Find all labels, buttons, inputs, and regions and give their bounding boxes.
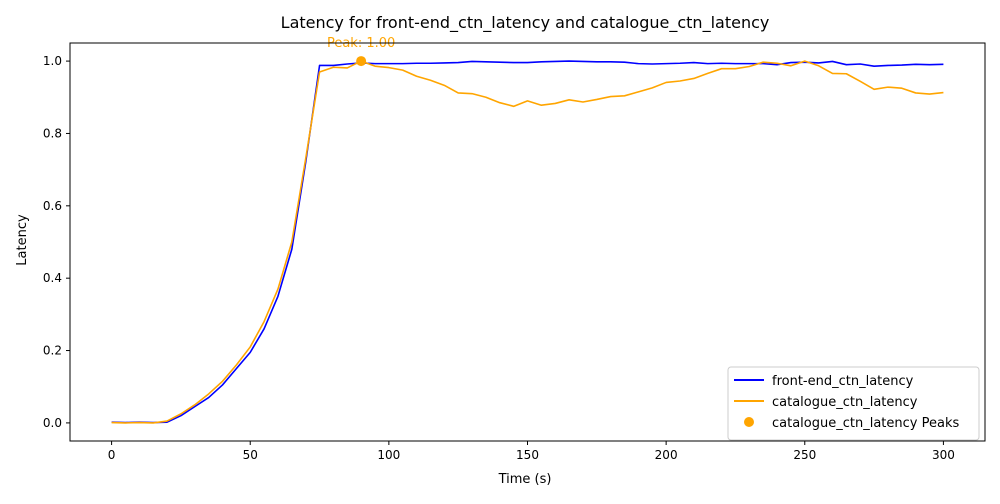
legend-box <box>727 366 980 441</box>
y-tick-label: 0.6 <box>43 199 62 213</box>
x-axis-label: Time (s) <box>498 472 552 487</box>
x-tick-label: 100 <box>377 448 400 462</box>
x-tick-label: 200 <box>655 448 678 462</box>
legend-label-catalogue: catalogue_ctn_latency <box>772 395 918 410</box>
legend-label-front-end: front-end_ctn_latency <box>772 374 914 389</box>
x-tick-label: 0 <box>108 448 116 462</box>
x-tick-label: 300 <box>932 448 955 462</box>
y-tick-label: 1.0 <box>43 54 62 68</box>
peak-annotation: Peak: 1.00 <box>327 36 395 51</box>
y-axis-label: Latency <box>15 214 30 266</box>
chart-title: Latency for front-end_ctn_latency and ca… <box>281 13 770 33</box>
x-tick-label: 50 <box>243 448 258 462</box>
x-tick-label: 250 <box>793 448 816 462</box>
y-tick-label: 0.2 <box>43 344 62 358</box>
series-line-front-end <box>111 60 944 424</box>
series-line-catalogue <box>111 60 944 424</box>
plot-frame <box>69 42 986 442</box>
y-tick-label: 0.8 <box>43 126 62 140</box>
peak-point <box>356 56 367 67</box>
legend: front-end_ctn_latency catalogue_ctn_late… <box>727 366 980 441</box>
y-tick-label: 0.4 <box>43 271 62 285</box>
x-tick-label: 150 <box>516 448 539 462</box>
legend-swatch-peaks <box>744 417 754 427</box>
y-tick-label: 0.0 <box>43 416 62 430</box>
legend-label-peaks: catalogue_ctn_latency Peaks <box>772 416 959 431</box>
